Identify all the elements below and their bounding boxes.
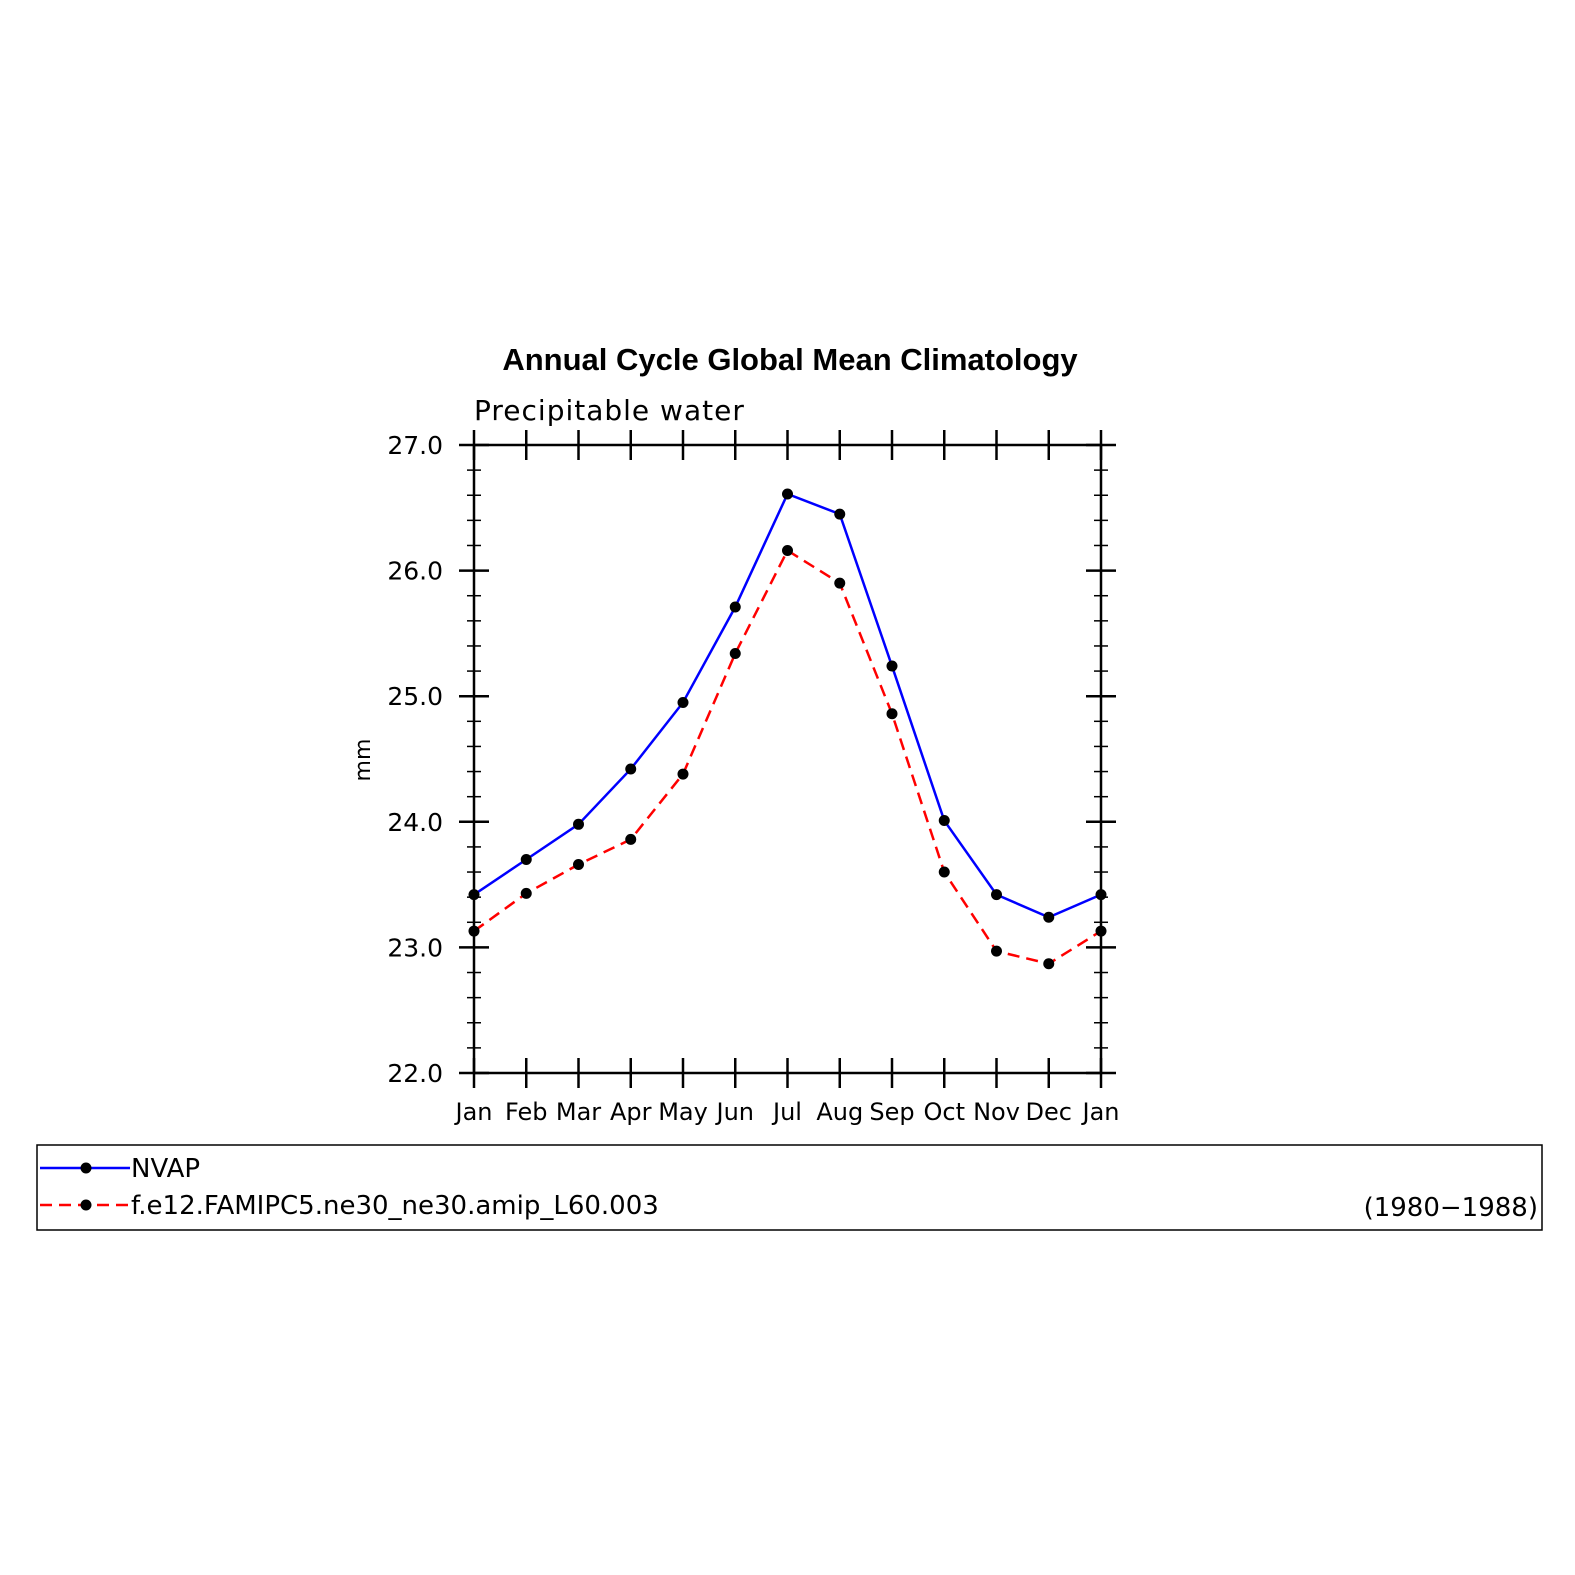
x-tick-labels: Jan Feb Mar Apr May Jun Jul Aug Sep Oct Nov Dec Jan	[454, 1098, 1120, 1126]
y-tick-label: 23.0	[387, 933, 443, 962]
x-tick-label: May	[658, 1098, 708, 1126]
x-tick-label: Oct	[924, 1098, 966, 1126]
x-tick-label: Sep	[869, 1098, 914, 1126]
chart-title: Annual Cycle Global Mean Climatology	[502, 342, 1078, 377]
series-1-point	[782, 488, 793, 500]
series-2-point	[573, 859, 584, 871]
series-1-point	[991, 889, 1002, 901]
x-tick-label: Aug	[816, 1098, 863, 1126]
series-1-point	[834, 508, 846, 520]
series-2-point	[886, 708, 898, 720]
x-tick-label: Feb	[505, 1098, 548, 1126]
legend-period-note: (1980−1988)	[1364, 1193, 1538, 1223]
series-1-point	[625, 763, 637, 775]
series-2-point	[677, 768, 689, 780]
series-2-point	[782, 545, 793, 557]
series-1-point	[1043, 911, 1055, 923]
series-2-point	[834, 577, 846, 589]
x-tick-label: Apr	[610, 1098, 652, 1126]
series-1-point	[520, 853, 532, 865]
x-tick-label: Mar	[556, 1098, 601, 1126]
legend: NVAP f.e12.FAMIPC5.ne30_ne30.amip_L60.003…	[36, 1144, 1543, 1231]
series-lines	[468, 488, 1107, 970]
legend-marker-2	[80, 1199, 92, 1211]
series-line-1	[473, 492, 1102, 919]
legend-marker-1	[80, 1162, 92, 1174]
x-tick-label: Jul	[771, 1098, 802, 1126]
legend-label-2: f.e12.FAMIPC5.ne30_ne30.amip_L60.003	[131, 1191, 659, 1221]
x-tick-label: Jun	[715, 1098, 755, 1126]
series-1-point	[886, 660, 898, 672]
series-1-point	[677, 696, 689, 708]
y-tick-label: 22.0	[387, 1059, 443, 1088]
y-tick-label: 26.0	[387, 557, 443, 586]
y-axis-label: mm	[351, 739, 376, 782]
x-tick-label: Jan	[1081, 1098, 1120, 1126]
series-1-point	[729, 601, 741, 613]
series-line-2	[473, 548, 1102, 966]
y-tick-label: 24.0	[387, 808, 443, 837]
legend-frame	[36, 1144, 1543, 1231]
series-1-point	[938, 815, 950, 827]
y-tick-label: 27.0	[387, 431, 443, 460]
x-tick-label: Jan	[454, 1098, 493, 1126]
series-2-point	[625, 833, 637, 845]
series-2-point	[938, 866, 950, 878]
chart-subtitle: Precipitable water	[474, 394, 745, 427]
axis-ticks	[459, 430, 1116, 1088]
series-2-point	[1043, 958, 1055, 970]
legend-label-1: NVAP	[131, 1154, 200, 1184]
series-1-point	[573, 818, 584, 830]
series-2-point	[520, 887, 532, 899]
series-2-point	[729, 647, 741, 659]
x-tick-label: Nov	[973, 1098, 1020, 1126]
y-tick-labels: 22.0 23.0 24.0 25.0 26.0 27.0	[387, 431, 443, 1088]
y-tick-label: 25.0	[387, 682, 443, 711]
series-2-point	[991, 945, 1002, 957]
plot-frame	[472, 443, 1103, 1075]
x-tick-label: Dec	[1026, 1098, 1072, 1126]
